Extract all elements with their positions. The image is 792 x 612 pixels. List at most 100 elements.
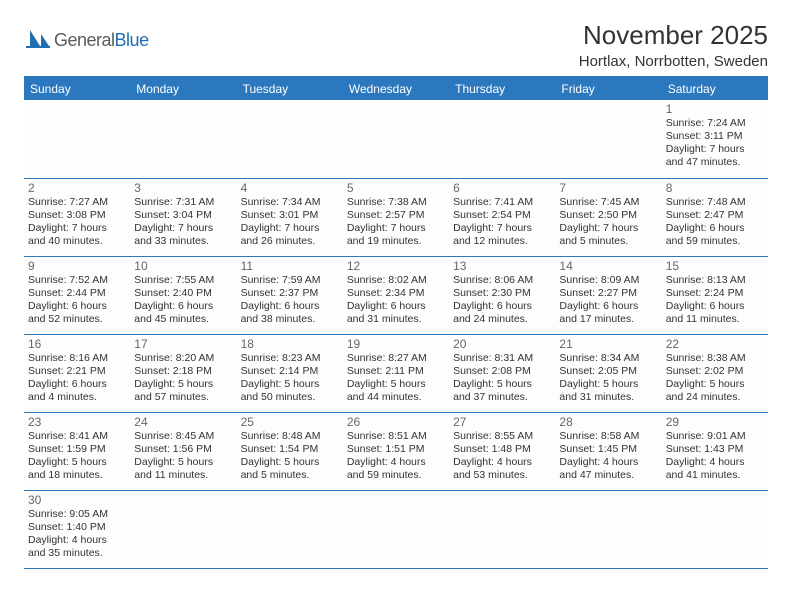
calendar-day-cell: 3Sunrise: 7:31 AMSunset: 3:04 PMDaylight… — [130, 178, 236, 256]
day-number: 9 — [28, 259, 126, 273]
day-number: 20 — [453, 337, 551, 351]
day-number: 10 — [134, 259, 232, 273]
day-number: 21 — [559, 337, 657, 351]
day-info: Sunrise: 8:38 AMSunset: 2:02 PMDaylight:… — [666, 352, 764, 405]
day-info: Sunrise: 8:41 AMSunset: 1:59 PMDaylight:… — [28, 430, 126, 483]
calendar-row: 9Sunrise: 7:52 AMSunset: 2:44 PMDaylight… — [24, 256, 768, 334]
calendar-row: 2Sunrise: 7:27 AMSunset: 3:08 PMDaylight… — [24, 178, 768, 256]
calendar-row: 1Sunrise: 7:24 AMSunset: 3:11 PMDaylight… — [24, 100, 768, 178]
day-number: 14 — [559, 259, 657, 273]
day-info: Sunrise: 7:48 AMSunset: 2:47 PMDaylight:… — [666, 196, 764, 249]
day-number: 17 — [134, 337, 232, 351]
calendar-day-cell: 21Sunrise: 8:34 AMSunset: 2:05 PMDayligh… — [555, 334, 661, 412]
day-number: 24 — [134, 415, 232, 429]
day-number: 7 — [559, 181, 657, 195]
day-info: Sunrise: 8:16 AMSunset: 2:21 PMDaylight:… — [28, 352, 126, 405]
calendar-day-cell: 10Sunrise: 7:55 AMSunset: 2:40 PMDayligh… — [130, 256, 236, 334]
day-info: Sunrise: 7:24 AMSunset: 3:11 PMDaylight:… — [666, 117, 764, 170]
calendar-empty-cell — [130, 100, 236, 178]
day-info: Sunrise: 7:52 AMSunset: 2:44 PMDaylight:… — [28, 274, 126, 327]
day-number: 26 — [347, 415, 445, 429]
calendar-day-cell: 28Sunrise: 8:58 AMSunset: 1:45 PMDayligh… — [555, 412, 661, 490]
day-info: Sunrise: 8:48 AMSunset: 1:54 PMDaylight:… — [241, 430, 339, 483]
day-info: Sunrise: 9:05 AMSunset: 1:40 PMDaylight:… — [28, 508, 126, 561]
header: GeneralBlue November 2025 Hortlax, Norrb… — [24, 20, 768, 70]
location: Hortlax, Norrbotten, Sweden — [579, 53, 768, 70]
weekday-header: Thursday — [449, 78, 555, 100]
day-number: 23 — [28, 415, 126, 429]
logo-sail-icon — [24, 28, 52, 53]
day-number: 16 — [28, 337, 126, 351]
day-info: Sunrise: 7:34 AMSunset: 3:01 PMDaylight:… — [241, 196, 339, 249]
day-number: 12 — [347, 259, 445, 273]
weekday-header: Monday — [130, 78, 236, 100]
calendar-empty-cell — [237, 100, 343, 178]
calendar-day-cell: 24Sunrise: 8:45 AMSunset: 1:56 PMDayligh… — [130, 412, 236, 490]
day-number: 30 — [28, 493, 126, 507]
weekday-header: Wednesday — [343, 78, 449, 100]
day-number: 5 — [347, 181, 445, 195]
calendar-day-cell: 26Sunrise: 8:51 AMSunset: 1:51 PMDayligh… — [343, 412, 449, 490]
page-title: November 2025 — [579, 20, 768, 51]
calendar-day-cell: 20Sunrise: 8:31 AMSunset: 2:08 PMDayligh… — [449, 334, 555, 412]
logo-text: GeneralBlue — [54, 30, 149, 51]
day-info: Sunrise: 8:31 AMSunset: 2:08 PMDaylight:… — [453, 352, 551, 405]
calendar-day-cell: 4Sunrise: 7:34 AMSunset: 3:01 PMDaylight… — [237, 178, 343, 256]
day-info: Sunrise: 8:23 AMSunset: 2:14 PMDaylight:… — [241, 352, 339, 405]
day-number: 2 — [28, 181, 126, 195]
calendar-day-cell: 14Sunrise: 8:09 AMSunset: 2:27 PMDayligh… — [555, 256, 661, 334]
day-number: 13 — [453, 259, 551, 273]
day-number: 15 — [666, 259, 764, 273]
title-block: November 2025 Hortlax, Norrbotten, Swede… — [579, 20, 768, 70]
day-number: 27 — [453, 415, 551, 429]
calendar-day-cell: 5Sunrise: 7:38 AMSunset: 2:57 PMDaylight… — [343, 178, 449, 256]
day-number: 29 — [666, 415, 764, 429]
weekday-header: Sunday — [24, 78, 130, 100]
day-info: Sunrise: 7:41 AMSunset: 2:54 PMDaylight:… — [453, 196, 551, 249]
day-info: Sunrise: 8:51 AMSunset: 1:51 PMDaylight:… — [347, 430, 445, 483]
calendar-body: 1Sunrise: 7:24 AMSunset: 3:11 PMDaylight… — [24, 100, 768, 568]
calendar-day-cell: 9Sunrise: 7:52 AMSunset: 2:44 PMDaylight… — [24, 256, 130, 334]
day-info: Sunrise: 8:58 AMSunset: 1:45 PMDaylight:… — [559, 430, 657, 483]
calendar-day-cell: 12Sunrise: 8:02 AMSunset: 2:34 PMDayligh… — [343, 256, 449, 334]
day-info: Sunrise: 8:02 AMSunset: 2:34 PMDaylight:… — [347, 274, 445, 327]
day-info: Sunrise: 7:45 AMSunset: 2:50 PMDaylight:… — [559, 196, 657, 249]
day-info: Sunrise: 8:55 AMSunset: 1:48 PMDaylight:… — [453, 430, 551, 483]
weekday-header: Saturday — [662, 78, 768, 100]
day-number: 19 — [347, 337, 445, 351]
weekday-header: Tuesday — [237, 78, 343, 100]
day-info: Sunrise: 8:06 AMSunset: 2:30 PMDaylight:… — [453, 274, 551, 327]
calendar-day-cell: 6Sunrise: 7:41 AMSunset: 2:54 PMDaylight… — [449, 178, 555, 256]
calendar-day-cell: 30Sunrise: 9:05 AMSunset: 1:40 PMDayligh… — [24, 490, 130, 568]
calendar-day-cell: 29Sunrise: 9:01 AMSunset: 1:43 PMDayligh… — [662, 412, 768, 490]
calendar-day-cell: 13Sunrise: 8:06 AMSunset: 2:30 PMDayligh… — [449, 256, 555, 334]
day-number: 22 — [666, 337, 764, 351]
logo-text-2: Blue — [115, 30, 149, 50]
day-info: Sunrise: 8:34 AMSunset: 2:05 PMDaylight:… — [559, 352, 657, 405]
calendar-row: 23Sunrise: 8:41 AMSunset: 1:59 PMDayligh… — [24, 412, 768, 490]
day-number: 3 — [134, 181, 232, 195]
day-info: Sunrise: 8:09 AMSunset: 2:27 PMDaylight:… — [559, 274, 657, 327]
calendar-day-cell: 27Sunrise: 8:55 AMSunset: 1:48 PMDayligh… — [449, 412, 555, 490]
logo-text-1: General — [54, 30, 115, 50]
calendar-row: 30Sunrise: 9:05 AMSunset: 1:40 PMDayligh… — [24, 490, 768, 568]
calendar-row: 16Sunrise: 8:16 AMSunset: 2:21 PMDayligh… — [24, 334, 768, 412]
calendar-day-cell: 18Sunrise: 8:23 AMSunset: 2:14 PMDayligh… — [237, 334, 343, 412]
calendar-day-cell: 15Sunrise: 8:13 AMSunset: 2:24 PMDayligh… — [662, 256, 768, 334]
day-number: 6 — [453, 181, 551, 195]
calendar-empty-cell — [662, 490, 768, 568]
calendar-day-cell: 7Sunrise: 7:45 AMSunset: 2:50 PMDaylight… — [555, 178, 661, 256]
day-info: Sunrise: 8:27 AMSunset: 2:11 PMDaylight:… — [347, 352, 445, 405]
day-number: 8 — [666, 181, 764, 195]
day-number: 4 — [241, 181, 339, 195]
calendar-empty-cell — [555, 490, 661, 568]
day-info: Sunrise: 8:20 AMSunset: 2:18 PMDaylight:… — [134, 352, 232, 405]
day-info: Sunrise: 7:55 AMSunset: 2:40 PMDaylight:… — [134, 274, 232, 327]
calendar-empty-cell — [449, 490, 555, 568]
day-info: Sunrise: 7:27 AMSunset: 3:08 PMDaylight:… — [28, 196, 126, 249]
calendar-day-cell: 8Sunrise: 7:48 AMSunset: 2:47 PMDaylight… — [662, 178, 768, 256]
calendar-day-cell: 19Sunrise: 8:27 AMSunset: 2:11 PMDayligh… — [343, 334, 449, 412]
calendar-day-cell: 22Sunrise: 8:38 AMSunset: 2:02 PMDayligh… — [662, 334, 768, 412]
calendar-empty-cell — [343, 100, 449, 178]
calendar-empty-cell — [24, 100, 130, 178]
